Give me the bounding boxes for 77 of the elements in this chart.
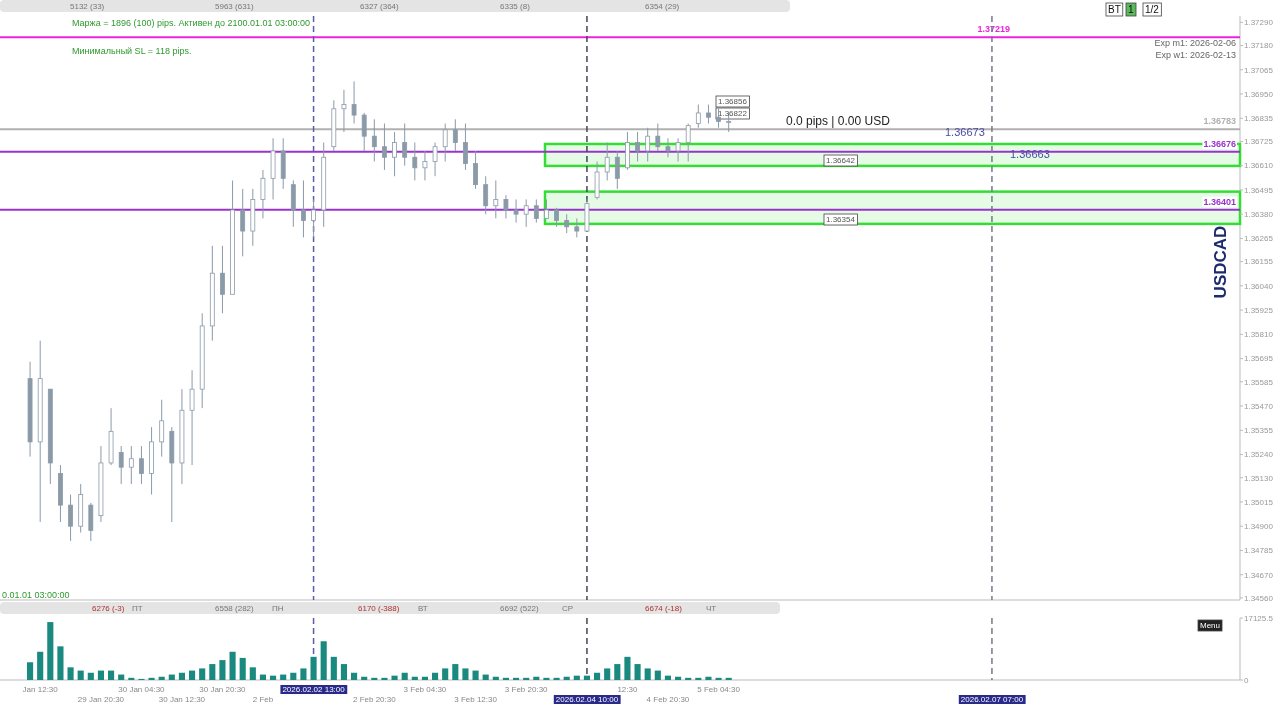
y-tick-label: 1.36040 xyxy=(1244,281,1274,291)
text: ЧТ xyxy=(706,604,717,613)
y-tick-label: 1.35355 xyxy=(1244,426,1274,436)
annotation: 1.36354 xyxy=(826,215,856,224)
y-tick-label: 1.34785 xyxy=(1244,546,1274,556)
ref-line-label: 1.36676 xyxy=(1203,138,1236,149)
text: 6692 (522) xyxy=(500,604,540,613)
y-tick-label: 1.36725 xyxy=(1244,137,1274,147)
text: СР xyxy=(562,604,574,613)
x-tick-label: 3 Feb 20:30 xyxy=(504,685,549,694)
x-tick-label: 30 Jan 20:30 xyxy=(199,685,247,694)
annotation: USDCAD xyxy=(1211,225,1230,299)
y-tick-label: 1.35810 xyxy=(1244,330,1274,340)
x-tick-label: 30 Jan 04:30 xyxy=(118,685,166,694)
y-tick-label: 1.34560 xyxy=(1244,593,1274,603)
x-tick-label: 30 Jan 12:30 xyxy=(158,695,206,704)
y-tick-label: 1.34670 xyxy=(1244,570,1274,580)
x-tick-label: 4 Feb 20:30 xyxy=(646,695,690,704)
annotation: 1.36673 xyxy=(945,126,985,138)
text: 6327 (364) xyxy=(360,2,400,11)
x-tick-label: 2026.02.04 10:00 xyxy=(555,695,619,704)
y-tick-label: 1.34900 xyxy=(1244,522,1274,532)
x-tick-label: 2026.02.07 07:00 xyxy=(960,695,1024,704)
y-tick-label: 17125.5 xyxy=(1244,613,1274,623)
y-tick-label: 1.36950 xyxy=(1244,89,1274,99)
y-tick-label: 1.36835 xyxy=(1244,114,1274,124)
text: ПТ xyxy=(132,604,143,613)
y-tick-label: 1.36155 xyxy=(1244,257,1274,267)
y-tick-label: 1.35015 xyxy=(1244,497,1274,507)
x-tick-label: 12:30 xyxy=(617,685,638,694)
x-tick-label: 5 Feb 04:30 xyxy=(697,685,741,694)
text: 6170 (-388) xyxy=(358,604,400,613)
annotation: Menu xyxy=(1200,621,1221,630)
text: 6558 (282) xyxy=(215,604,255,613)
y-tick-label: 1.37290 xyxy=(1244,18,1274,28)
annotation: Exp m1: 2026-02-06 xyxy=(1154,38,1236,48)
x-tick-label: 3 Feb 12:30 xyxy=(454,695,498,704)
annotation: Exp w1: 2026-02-13 xyxy=(1155,50,1236,60)
y-tick-label: 1.36495 xyxy=(1244,185,1274,195)
y-tick-label: 1.35240 xyxy=(1244,450,1274,460)
y-tick-label: 1.35925 xyxy=(1244,305,1274,315)
y-tick-label: 1.36610 xyxy=(1244,161,1274,171)
annotation: 1.36642 xyxy=(826,156,856,165)
x-tick-label: 2 Feb 20:30 xyxy=(352,695,397,704)
text: 6354 (29) xyxy=(645,2,680,11)
text: ПН xyxy=(272,604,284,613)
ref-line-label: 1.36783 xyxy=(1203,116,1236,127)
x-tick-label: 29 Jan 20:30 xyxy=(77,695,125,704)
x-tick-label: Jan 12:30 xyxy=(22,685,59,694)
text: 1 xyxy=(1128,4,1134,15)
ref-line-label: 1.36401 xyxy=(1203,196,1236,207)
y-tick-label: 0 xyxy=(1244,675,1249,685)
y-tick-label: 1.35130 xyxy=(1244,473,1274,483)
y-tick-label: 1.35585 xyxy=(1244,377,1274,387)
text: 5963 (631) xyxy=(215,2,255,11)
y-tick-label: 1.37180 xyxy=(1244,41,1274,51)
x-tick-label: 2026.02.02 13:00 xyxy=(282,685,346,694)
y-tick-label: 1.35470 xyxy=(1244,401,1274,411)
y-tick-label: 1.36380 xyxy=(1244,209,1274,219)
annotation: 1.36856 xyxy=(718,97,748,106)
text: 6276 (-3) xyxy=(92,604,125,613)
annotation: Маржа = 1896 (100) pips. Активен до 2100.01.01 03:00:00 xyxy=(72,18,311,28)
y-tick-label: 1.35695 xyxy=(1244,354,1274,364)
x-tick-label: 3 Feb 04:30 xyxy=(403,685,447,694)
text: 6335 (8) xyxy=(500,2,531,11)
text: ВТ xyxy=(418,604,428,613)
annotation: 0.01.01 03:00:00 xyxy=(2,590,70,600)
y-tick-label: 1.37065 xyxy=(1244,65,1274,75)
annotation: Минимальный SL = 118 pips. xyxy=(72,46,192,56)
text: 6674 (-18) xyxy=(645,604,683,613)
x-tick-label: 2 Feb xyxy=(252,695,274,704)
text: 1/2 xyxy=(1145,4,1160,15)
text: BT xyxy=(1108,4,1121,15)
y-tick-label: 1.36265 xyxy=(1244,234,1274,244)
ref-line-label: 1.37219 xyxy=(977,24,1010,35)
annotation: 0.0 pips | 0.00 USD xyxy=(786,114,891,128)
text: 5132 (33) xyxy=(70,2,105,11)
